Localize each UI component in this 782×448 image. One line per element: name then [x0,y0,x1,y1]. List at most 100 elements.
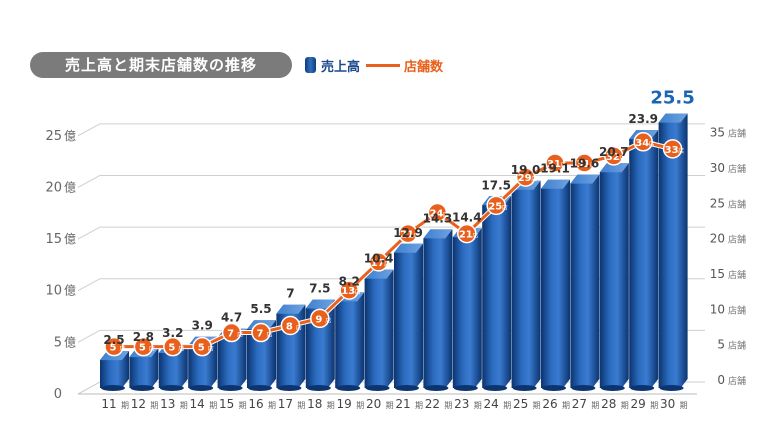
sales-bar-base [630,385,655,391]
store-point [398,223,418,244]
right-tick-label: 15 [710,267,725,281]
store-value-unit: 店 [325,316,331,324]
sales-value-label: 10.4 [364,252,394,266]
sales-value-label: 4.7 [221,310,242,324]
category-unit: 期 [239,401,247,410]
category-unit: 期 [356,401,364,410]
category-label: 22 [425,397,440,411]
right-tick-unit: 店舗 [728,375,746,387]
sales-bar-base [365,385,390,391]
store-point [633,132,653,152]
store-value-label: 21 [459,230,473,241]
store-value-unit: 店 [502,203,508,211]
sales-bar-base [483,385,508,391]
right-tick-label: 10 [710,302,725,316]
category-unit: 期 [680,401,688,410]
sales-bar [658,113,688,391]
sales-bar-body [629,130,659,389]
store-value-label: 31 [547,159,561,170]
sales-bar-base [277,385,302,391]
left-tick-unit: 億 [64,284,76,298]
sales-bar-base [512,385,537,391]
category-label: 13 [160,397,175,411]
store-point [280,315,301,336]
store-value-unit: 店 [208,345,214,353]
sales-bar [629,130,659,391]
right-tick-unit: 店舗 [728,234,746,246]
store-value-unit: 店 [120,345,126,353]
store-point [457,223,477,244]
store-value-label: 5 [110,343,117,354]
store-value-label: 21 [400,230,414,241]
grid-line [77,329,101,343]
left-tick-label: 10 [45,284,62,299]
store-value-unit: 店 [649,140,655,148]
category-label: 25 [513,397,528,411]
sales-bar-base [189,385,214,391]
store-point [221,322,242,343]
sales-bar [452,228,482,391]
store-point [163,336,183,357]
sales-value-label: 2.8 [133,330,154,344]
store-value-label: 5 [168,343,175,354]
store-point [192,336,212,357]
sales-bar-body [570,174,600,388]
sales-bar-body [511,180,541,388]
store-point [339,280,359,300]
category-unit: 期 [562,401,570,410]
sales-bar-body [394,243,423,388]
store-value-label: 7 [257,329,264,340]
category-unit: 期 [209,401,217,410]
category-unit: 期 [386,401,394,410]
sales-bar [100,351,129,391]
sales-value-label: 12.9 [393,226,423,240]
legend-bar-label: 売上高 [321,59,361,75]
store-point [662,139,683,159]
sales-bar-base [453,385,478,391]
store-value-label: 17 [371,258,385,269]
category-unit: 期 [533,401,541,410]
sales-bar-body [129,348,159,388]
store-value-label: 7 [227,329,234,340]
sales-bar [541,179,570,391]
sales-bar-base [101,385,125,391]
store-point [427,202,448,223]
sales-value-label: 5.5 [250,302,271,316]
sales-bar-top [305,299,335,309]
sales-bar [570,174,600,391]
store-point [515,167,536,187]
store-value-unit: 店 [149,345,155,353]
sales-bar-base [424,385,449,391]
left-tick-label: 25 [45,129,62,144]
category-unit: 期 [268,401,276,410]
sales-bar-body [658,113,688,389]
sales-bar-base [542,385,566,391]
right-tick-unit: 店舗 [728,340,746,352]
sales-bar-base [130,385,155,391]
store-value-unit: 店 [414,232,420,240]
sales-bar-body [100,351,129,388]
store-value-unit: 店 [355,288,361,296]
left-tick-unit: 億 [64,232,76,246]
right-tick-label: 5 [717,338,725,352]
right-tick-label: 25 [710,196,725,210]
grid-line [77,278,101,292]
store-value-label: 33 [665,145,679,156]
chart-title: 売上高と期末店舗数の推移 [30,52,292,78]
sales-value-label: 8.2 [339,274,360,288]
store-value-label: 9 [315,314,322,325]
store-value-unit: 店 [384,260,390,268]
sales-bar-base [571,385,596,391]
sales-value-label: 19.0 [511,163,541,177]
store-value-label: 34 [635,138,649,149]
store-value-unit: 店 [531,175,537,183]
sales-bar-body [599,163,629,388]
category-unit: 期 [150,401,158,410]
store-value-unit: 店 [678,147,684,155]
right-tick-unit: 店舗 [728,269,746,281]
category-unit: 期 [121,401,129,410]
category-unit: 期 [591,401,599,410]
category-label: 28 [601,397,616,411]
sales-bar-base [659,385,684,391]
category-label: 27 [572,397,587,411]
